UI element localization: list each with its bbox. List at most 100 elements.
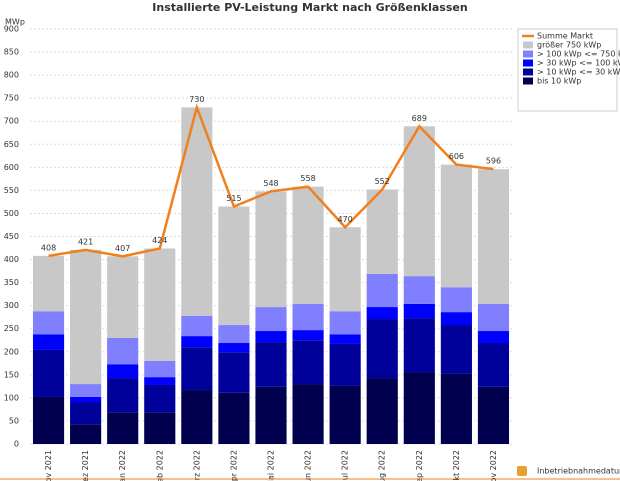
bar-segment bbox=[218, 325, 250, 344]
bar-segment bbox=[329, 334, 361, 344]
data-label: 470 bbox=[338, 215, 353, 224]
bar-segment bbox=[32, 311, 65, 335]
bar-segment bbox=[403, 372, 435, 444]
data-label: 407 bbox=[115, 244, 130, 253]
data-label: 424 bbox=[152, 236, 167, 245]
legend-swatch bbox=[523, 50, 533, 58]
bar-segment bbox=[477, 343, 510, 387]
bar-segment bbox=[218, 343, 250, 353]
x-tick-label: Dez 2021 bbox=[81, 450, 90, 481]
bar-segment bbox=[477, 331, 510, 344]
bar-segment bbox=[477, 169, 510, 304]
bar-segment bbox=[440, 164, 472, 288]
bar-segment bbox=[107, 337, 139, 365]
bar-segment bbox=[218, 206, 250, 326]
bar-segment bbox=[329, 227, 361, 312]
y-tick-label: 550 bbox=[4, 186, 19, 195]
bar-segment bbox=[70, 396, 102, 403]
x-tick-label: Mrz 2022 bbox=[192, 450, 201, 481]
bar-segment bbox=[403, 318, 435, 373]
bar-segment bbox=[144, 361, 176, 378]
bar-segment bbox=[32, 334, 65, 350]
bar-segment bbox=[366, 189, 398, 274]
bar-segment bbox=[292, 330, 324, 341]
data-label: 689 bbox=[412, 114, 427, 123]
y-tick-label: 800 bbox=[4, 71, 19, 80]
bar-segment bbox=[32, 396, 65, 444]
bar-segment bbox=[144, 412, 176, 444]
x-tick-label: Aug 2022 bbox=[378, 450, 387, 481]
bar-segment bbox=[440, 373, 472, 444]
legend-swatch bbox=[523, 77, 533, 85]
legend-swatch bbox=[523, 59, 533, 67]
data-label: 548 bbox=[263, 179, 278, 188]
legend-label: bis 10 kWp bbox=[537, 77, 581, 86]
legend-box bbox=[517, 28, 618, 112]
y-tick-label: 500 bbox=[4, 209, 19, 218]
bar-segment bbox=[329, 343, 361, 386]
bar-segment bbox=[107, 378, 139, 413]
data-label: 730 bbox=[189, 95, 204, 104]
bar-segment bbox=[255, 191, 287, 308]
legend-label: > 100 kWp <= 750 kWp bbox=[537, 50, 620, 59]
y-tick-label: 300 bbox=[4, 301, 19, 310]
bar-segment bbox=[292, 303, 324, 331]
bar-segment bbox=[70, 402, 102, 425]
bar-segment bbox=[181, 347, 213, 391]
x-tick-label: Jan 2022 bbox=[118, 450, 127, 481]
y-tick-label: 0 bbox=[14, 440, 19, 449]
bar-segment bbox=[181, 336, 213, 348]
y-tick-label: 200 bbox=[4, 347, 19, 356]
bar-segment bbox=[144, 248, 176, 361]
bar-segment bbox=[292, 186, 324, 304]
y-tick-label: 650 bbox=[4, 140, 19, 149]
bar-segment bbox=[218, 392, 250, 444]
bar-segment bbox=[181, 390, 213, 444]
y-tick-label: 250 bbox=[4, 324, 19, 333]
bar-segment bbox=[329, 311, 361, 335]
data-label: 408 bbox=[41, 243, 56, 252]
x-tick-label: Okt 2022 bbox=[452, 450, 461, 481]
y-tick-label: 900 bbox=[4, 25, 19, 34]
bar-segment bbox=[107, 256, 139, 338]
bar-segment bbox=[107, 364, 139, 379]
legend-label: > 30 kWp <= 100 kWp bbox=[537, 59, 620, 68]
bar-segment bbox=[70, 384, 102, 397]
data-label: 606 bbox=[449, 152, 464, 161]
y-tick-label: 350 bbox=[4, 278, 19, 287]
x-tick-label: Sep 2022 bbox=[415, 450, 424, 481]
y-tick-label: 50 bbox=[9, 416, 19, 425]
data-label: 515 bbox=[226, 194, 241, 203]
bar-segment bbox=[255, 331, 287, 343]
bar-segment bbox=[403, 126, 435, 277]
x-tick-label: Jun 2022 bbox=[304, 450, 313, 481]
bar-segment bbox=[292, 340, 324, 385]
legend-swatch bbox=[523, 41, 533, 49]
bar-segment bbox=[181, 315, 213, 337]
bar-segment bbox=[144, 384, 176, 413]
y-axis-label: MWp bbox=[5, 18, 25, 27]
bar-segment bbox=[366, 378, 398, 444]
legend-label: größer 750 kWp bbox=[537, 41, 601, 50]
legend-label: Summe Markt bbox=[537, 32, 593, 41]
bar-segment bbox=[366, 273, 398, 308]
y-tick-label: 700 bbox=[4, 117, 19, 126]
bar-segment bbox=[255, 342, 287, 387]
legend-label: > 10 kWp <= 30 kWp bbox=[537, 68, 620, 77]
x-tick-label: Nov 2021 bbox=[44, 450, 53, 481]
bar-segment bbox=[70, 249, 102, 385]
y-tick-label: 600 bbox=[4, 163, 19, 172]
y-tick-label: 850 bbox=[4, 48, 19, 57]
line bbox=[48, 103, 494, 258]
x-axis-label: Inbetriebnahmedatum bbox=[537, 467, 620, 476]
settings-icon[interactable] bbox=[517, 466, 527, 476]
x-tick-label: Mai 2022 bbox=[267, 450, 276, 481]
bar-segment bbox=[255, 307, 287, 332]
x-tick-label: Jul 2022 bbox=[341, 450, 350, 481]
data-label: 552 bbox=[375, 177, 390, 186]
icon[interactable] bbox=[517, 466, 527, 476]
bar-segment bbox=[218, 352, 250, 393]
bar-segment bbox=[144, 377, 176, 385]
bar-segment bbox=[70, 424, 102, 444]
bar-segment bbox=[292, 384, 324, 444]
